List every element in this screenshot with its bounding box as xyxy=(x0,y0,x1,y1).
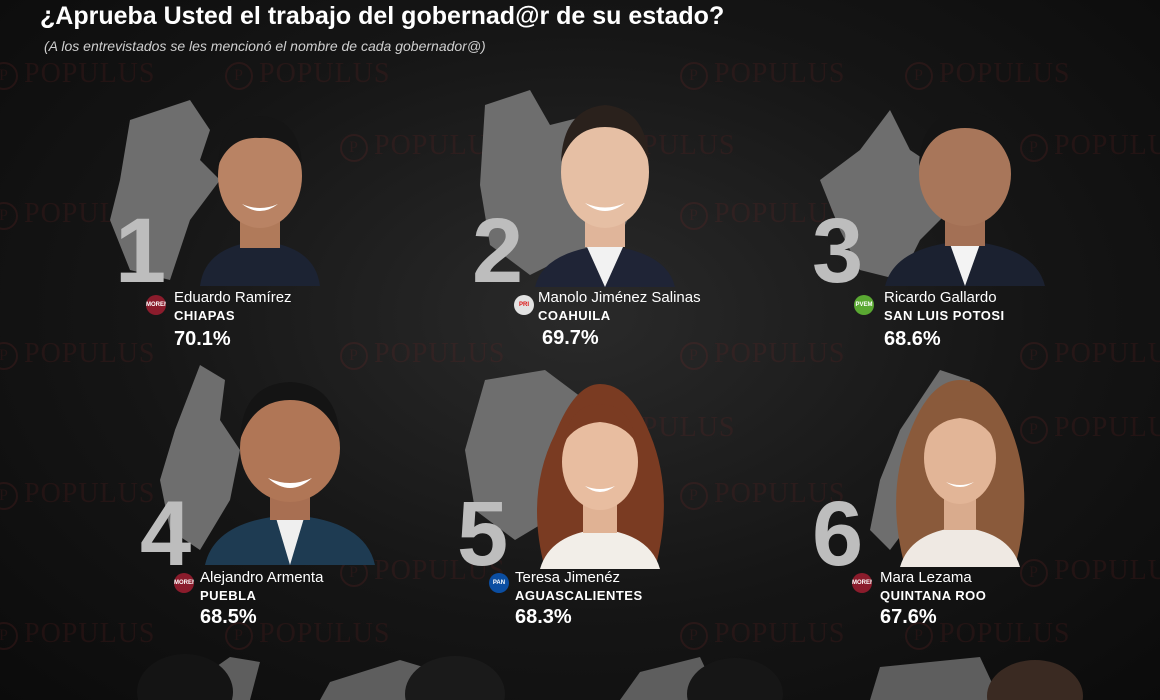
rank-number: 3 xyxy=(812,200,864,302)
pvem-logo-icon: PVEM xyxy=(854,295,874,315)
governor-card-3: 3 PVEM Ricardo Gallardo SAN LUIS POTOSI … xyxy=(800,90,1060,360)
governor-portrait xyxy=(535,105,675,287)
rank-number: 5 xyxy=(457,483,509,585)
governor-portrait xyxy=(537,384,664,569)
governor-state: SAN LUIS POTOSI xyxy=(884,308,1005,323)
governor-name: Teresa Jimenéz xyxy=(515,569,621,586)
governor-name: Mara Lezama xyxy=(880,569,972,586)
san-luis-potosi-map-icon xyxy=(820,110,950,280)
chiapas-map-icon xyxy=(110,100,220,280)
page-title: ¿Aprueba Usted el trabajo del gobernad@r… xyxy=(40,2,725,30)
governor-name: Alejandro Armenta xyxy=(200,569,324,586)
approval-percentage: 69.7% xyxy=(542,327,599,349)
governor-card-1: 1 MORENA Eduardo Ramírez CHIAPAS 70.1% xyxy=(100,90,360,360)
rank-number: 1 xyxy=(115,200,167,302)
approval-percentage: 68.6% xyxy=(884,328,941,350)
governor-name: Ricardo Gallardo xyxy=(884,289,997,306)
next-row-portrait-peek xyxy=(137,654,1083,700)
approval-percentage: 68.5% xyxy=(200,606,257,628)
puebla-map-icon xyxy=(160,365,240,550)
governor-portrait xyxy=(896,380,1025,567)
governor-state: COAHUILA xyxy=(538,308,611,323)
governor-state: QUINTANA ROO xyxy=(880,588,987,603)
rank-number: 6 xyxy=(812,483,864,585)
morena-logo-icon: MORENA xyxy=(174,573,194,593)
approval-percentage: 67.6% xyxy=(880,606,937,628)
governor-portrait xyxy=(200,116,320,286)
governor-card-2: 2 PRI Manolo Jiménez Salinas COAHUILA 69… xyxy=(460,85,720,355)
approval-percentage: 68.3% xyxy=(515,606,572,628)
morena-logo-icon: MORENA xyxy=(852,573,872,593)
rank-number: 4 xyxy=(140,483,192,585)
governor-state: PUEBLA xyxy=(200,588,257,603)
governor-name: Eduardo Ramírez xyxy=(174,289,292,306)
governor-portrait xyxy=(205,382,375,565)
page-subtitle: (A los entrevistados se les mencionó el … xyxy=(44,38,486,54)
governor-state: AGUASCALIENTES xyxy=(515,588,643,603)
approval-percentage: 70.1% xyxy=(174,328,231,350)
governor-state: CHIAPAS xyxy=(174,308,236,323)
governor-card-4: 4 MORENA Alejandro Armenta PUEBLA 68.5% xyxy=(130,360,390,630)
governor-card-6: 6 MORENA Mara Lezama QUINTANA ROO 67.6% xyxy=(800,360,1060,630)
pri-logo-icon: PRI xyxy=(514,295,534,315)
pan-logo-icon: PAN xyxy=(489,573,509,593)
rank-number: 2 xyxy=(472,200,524,302)
morena-logo-icon: MORENA xyxy=(146,295,166,315)
governor-portrait xyxy=(885,112,1045,286)
governor-card-5: 5 PAN Teresa Jimenéz AGUASCALIENTES 68.3… xyxy=(445,360,705,630)
governor-name: Manolo Jiménez Salinas xyxy=(538,289,701,306)
